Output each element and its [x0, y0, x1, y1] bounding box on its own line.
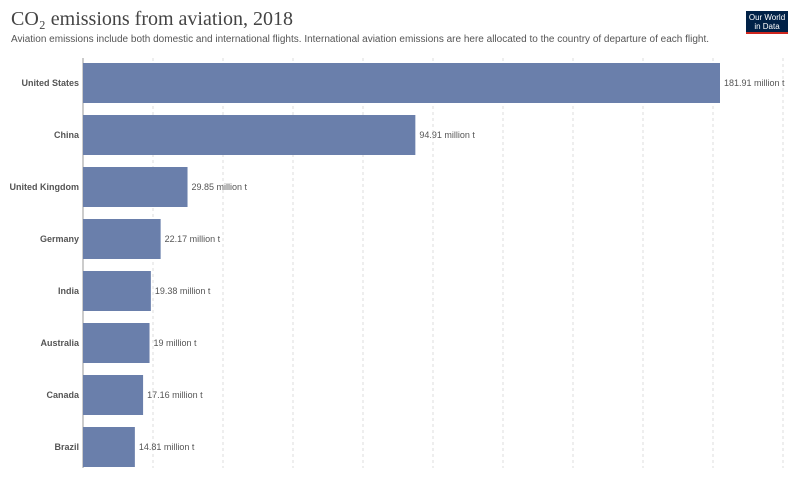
- category-label: Germany: [40, 234, 79, 244]
- category-label: China: [54, 130, 80, 140]
- value-label: 94.91 million t: [419, 130, 475, 140]
- category-label: Australia: [40, 338, 80, 348]
- bar-china[interactable]: [83, 115, 416, 155]
- bar-germany[interactable]: [83, 219, 161, 259]
- category-label: Brazil: [54, 442, 79, 452]
- bar-united-states[interactable]: [83, 63, 720, 103]
- bar-canada[interactable]: [83, 375, 144, 415]
- bar-brazil[interactable]: [83, 427, 135, 467]
- bar-united-kingdom[interactable]: [83, 167, 188, 207]
- category-label: Canada: [46, 390, 80, 400]
- chart-subtitle: Aviation emissions include both domestic…: [11, 34, 710, 45]
- logo-line-1: Our World: [748, 13, 786, 22]
- category-label: India: [58, 286, 80, 296]
- owid-logo[interactable]: Our World in Data: [746, 11, 788, 34]
- value-label: 22.17 million t: [165, 234, 221, 244]
- value-label: 17.16 million t: [147, 390, 203, 400]
- bar-india[interactable]: [83, 271, 151, 311]
- value-label: 19 million t: [154, 338, 198, 348]
- logo-line-2: in Data: [754, 22, 780, 31]
- chart-title: CO₂ emissions from aviation, 2018: [11, 8, 293, 30]
- value-label: 181.91 million t: [724, 78, 785, 88]
- bar-australia[interactable]: [83, 323, 150, 363]
- value-label: 29.85 million t: [192, 182, 248, 192]
- category-label: United States: [21, 78, 79, 88]
- value-label: 19.38 million t: [155, 286, 211, 296]
- value-label: 14.81 million t: [139, 442, 195, 452]
- logo-accent-bar: [746, 32, 788, 34]
- category-label: United Kingdom: [10, 182, 80, 192]
